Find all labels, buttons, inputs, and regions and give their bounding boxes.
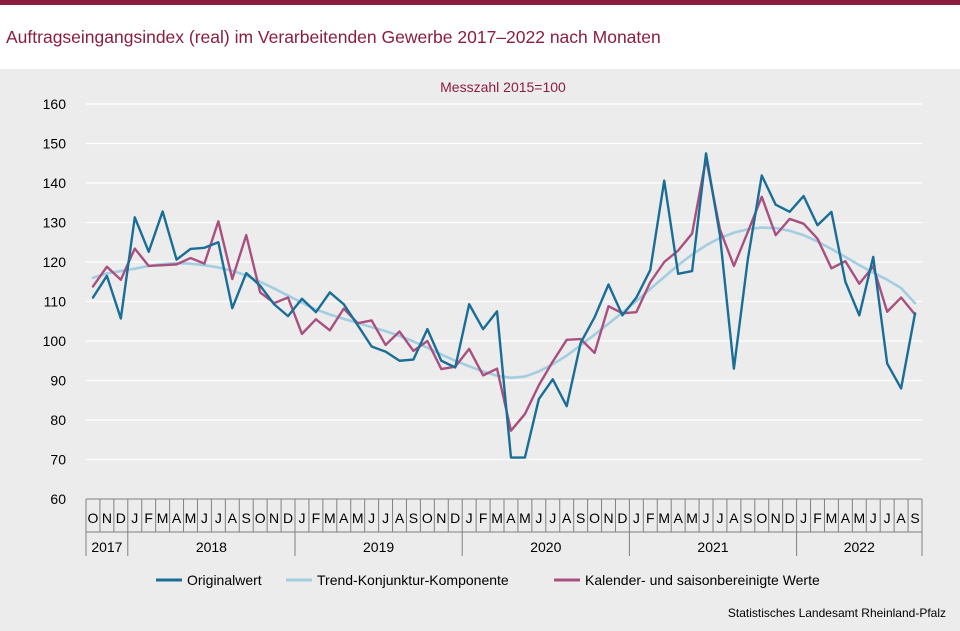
x-tick-label: A <box>339 510 349 526</box>
x-tick-label: O <box>756 510 767 526</box>
x-tick-label: D <box>617 510 627 526</box>
y-tick-label: 100 <box>43 333 67 349</box>
x-tick-label: M <box>519 510 531 526</box>
x-tick-label: J <box>703 510 710 526</box>
x-tick-label: S <box>743 510 752 526</box>
chart-subtitle: Messzahl 2015=100 <box>440 79 566 95</box>
x-tick-label: M <box>658 510 670 526</box>
x-tick-label: F <box>813 510 822 526</box>
y-axis-ticks: 60 70 80 90 100 110 120 130 140 150 160 <box>43 96 67 507</box>
x-tick-label: A <box>172 510 182 526</box>
x-tick-label: M <box>853 510 865 526</box>
x-tick-label: N <box>102 510 112 526</box>
y-tick-label: 120 <box>43 254 67 270</box>
x-tick-label: O <box>255 510 266 526</box>
x-tick-label: A <box>841 510 851 526</box>
x-tick-label: J <box>368 510 375 526</box>
title-band: Auftragseingangsindex (real) im Verarbei… <box>0 5 960 67</box>
x-tick-label: O <box>422 510 433 526</box>
series-line-original <box>91 152 917 459</box>
x-tick-label: M <box>157 510 169 526</box>
series-line-trend <box>91 226 917 380</box>
year-label: 2019 <box>363 539 394 555</box>
x-tick-label: J <box>870 510 877 526</box>
x-tick-label: N <box>436 510 446 526</box>
x-tick-label: J <box>884 510 891 526</box>
legend: Originalwert Trend-Konjunktur-Komponente K… <box>156 572 820 588</box>
y-tick-label: 160 <box>43 96 67 112</box>
x-tick-label: A <box>228 510 238 526</box>
x-tick-label: J <box>382 510 389 526</box>
y-tick-label: 140 <box>43 175 67 191</box>
x-tick-label: J <box>131 510 138 526</box>
line-chart: Messzahl 2015=100 60 70 80 90 100 110 120 130 14… <box>43 79 923 588</box>
x-tick-label: J <box>716 510 723 526</box>
series-line-adjusted <box>91 157 917 432</box>
y-tick-label: 130 <box>43 215 67 231</box>
x-tick-label: J <box>215 510 222 526</box>
x-tick-label: N <box>771 510 781 526</box>
x-tick-label: J <box>633 510 640 526</box>
source-credit: Statistisches Landesamt Rheinland-Pfalz <box>727 606 946 620</box>
x-tick-label: J <box>298 510 305 526</box>
y-tick-label: 60 <box>50 491 66 507</box>
x-tick-label: M <box>324 510 336 526</box>
x-tick-label: J <box>800 510 807 526</box>
x-tick-label: D <box>116 510 126 526</box>
x-tick-label: J <box>201 510 208 526</box>
x-tick-label: S <box>910 510 919 526</box>
year-label: 2021 <box>697 539 728 555</box>
y-tick-label: 110 <box>44 294 67 310</box>
x-tick-label: O <box>88 510 99 526</box>
x-tick-label: S <box>242 510 251 526</box>
x-tick-label: D <box>785 510 795 526</box>
y-tick-label: 90 <box>50 373 66 389</box>
x-tick-label: A <box>395 510 405 526</box>
legend-label: Trend-Konjunktur-Komponente <box>317 572 509 588</box>
x-tick-label: O <box>589 510 600 526</box>
x-tick-label: M <box>491 510 503 526</box>
year-label: 2018 <box>196 539 227 555</box>
year-label: 2017 <box>91 539 122 555</box>
x-tick-label: S <box>576 510 585 526</box>
x-tick-label: F <box>312 510 321 526</box>
x-tick-label: N <box>603 510 613 526</box>
x-tick-label: A <box>896 510 906 526</box>
legend-label: Kalender- und saisonbereinigte Werte <box>585 572 820 588</box>
grid-lines <box>86 103 922 461</box>
x-tick-label: M <box>826 510 838 526</box>
x-tick-label: S <box>409 510 418 526</box>
legend-label: Originalwert <box>187 572 262 588</box>
x-tick-label: A <box>562 510 572 526</box>
year-label: 2022 <box>844 539 875 555</box>
x-tick-label: F <box>144 510 153 526</box>
top-accent-bar <box>0 0 960 5</box>
x-tick-label: A <box>729 510 739 526</box>
x-tick-label: N <box>269 510 279 526</box>
x-tick-label: M <box>352 510 364 526</box>
x-tick-label: F <box>646 510 655 526</box>
series-lines <box>91 152 917 459</box>
chart-area: Messzahl 2015=100 60 70 80 90 100 110 120 130 14… <box>0 69 960 631</box>
x-tick-label: F <box>479 510 488 526</box>
x-tick-label: J <box>535 510 542 526</box>
x-tick-label: A <box>506 510 516 526</box>
y-tick-label: 70 <box>50 452 66 468</box>
x-tick-label: D <box>450 510 460 526</box>
x-tick-label: D <box>283 510 293 526</box>
x-tick-label: M <box>686 510 698 526</box>
x-tick-label: J <box>466 510 473 526</box>
x-tick-label: A <box>673 510 683 526</box>
year-label: 2020 <box>530 539 561 555</box>
y-tick-label: 150 <box>43 136 67 152</box>
x-tick-label: M <box>185 510 197 526</box>
page-title: Auftragseingangsindex (real) im Verarbei… <box>6 27 661 47</box>
y-tick-label: 80 <box>50 412 66 428</box>
x-tick-label: J <box>549 510 556 526</box>
